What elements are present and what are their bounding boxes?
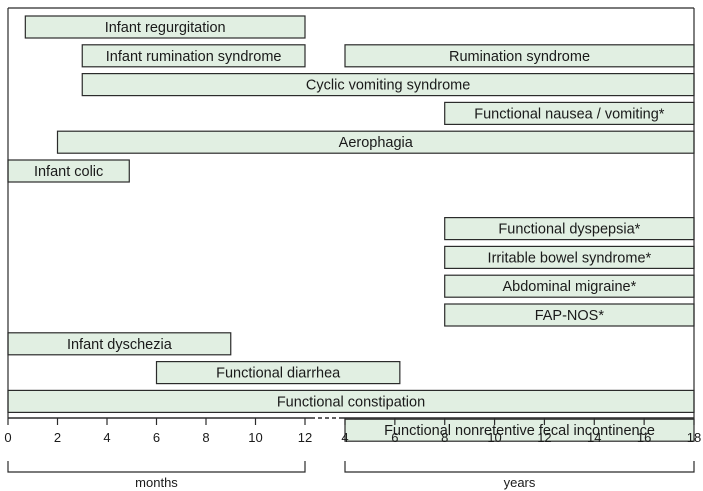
- bar-label: Infant colic: [34, 164, 103, 180]
- tick-label: 10: [487, 430, 501, 445]
- bar-label: Aerophagia: [339, 135, 414, 151]
- bar-rect: [344, 418, 695, 442]
- bar-infant-rumination-syndrome: Infant rumination syndrome: [81, 44, 306, 68]
- bar-rect: [155, 361, 401, 385]
- bar-infant-regurgitation: Infant regurgitation: [24, 15, 306, 39]
- bar-label: Cyclic vomiting syndrome: [306, 78, 470, 94]
- bar-functional-constipation: Functional constipation: [7, 389, 695, 413]
- bar-label: Functional constipation: [277, 394, 425, 410]
- bar-functional-nausea-vomiting: Functional nausea / vomiting*: [444, 101, 695, 126]
- years-label: years: [504, 475, 536, 490]
- bar-label: Abdominal migraine*: [502, 279, 636, 295]
- tick-label: 12: [537, 430, 551, 445]
- bar-label: Functional diarrhea: [216, 366, 341, 382]
- bar-cyclic-vomiting-syndrome: Cyclic vomiting syndrome: [81, 72, 695, 97]
- bar-infant-colic: Infant colic: [7, 159, 130, 183]
- tick-label: 6: [391, 430, 398, 445]
- bar-infant-dyschezia: Infant dyschezia: [7, 332, 232, 356]
- tick-label: 6: [153, 430, 160, 445]
- bar-label: Rumination syndrome: [449, 49, 590, 65]
- bar-label: Functional dyspepsia*: [498, 222, 640, 238]
- tick-label: 12: [298, 430, 312, 445]
- tick-label: 8: [441, 430, 448, 445]
- tick-label: 10: [248, 430, 262, 445]
- months-bracket: [7, 461, 306, 473]
- tick-label: 4: [103, 430, 110, 445]
- tick-label: 4: [341, 430, 348, 445]
- tick-label: 18: [687, 430, 701, 445]
- bar-rect: [24, 15, 306, 39]
- bar-label: Infant dyschezia: [67, 337, 173, 353]
- bar-label: Infant regurgitation: [105, 20, 226, 36]
- bar-label: Infant rumination syndrome: [106, 49, 282, 65]
- chart-frame: [7, 7, 695, 418]
- bars-layer: Infant regurgitation Infant rumination sy…: [7, 15, 695, 442]
- tick-label: 8: [202, 430, 209, 445]
- years-bracket: [344, 461, 695, 473]
- bar-label: Irritable bowel syndrome*: [488, 250, 652, 266]
- bar-fap-nos: FAP-NOS*: [444, 303, 695, 327]
- bar-label: Functional nonretentive fecal incontinen…: [384, 423, 655, 439]
- x-axis: 0 2 4 6 8 10 12 months 4 6 8 10 12 14 16 18 years: [4, 417, 701, 490]
- bar-functional-diarrhea: Functional diarrhea: [155, 361, 401, 385]
- bar-irritable-bowel-syndrome: Irritable bowel syndrome*: [444, 245, 695, 269]
- tick-label: 0: [4, 430, 11, 445]
- tick-label: 14: [587, 430, 601, 445]
- bar-functional-nonretentive-fecal-incontinence: Functional nonretentive fecal incontinen…: [344, 418, 695, 442]
- bar-rect: [81, 44, 306, 68]
- bar-label: FAP-NOS*: [535, 308, 605, 324]
- bar-functional-dyspepsia: Functional dyspepsia*: [444, 217, 695, 241]
- bar-abdominal-migraine: Abdominal migraine*: [444, 274, 695, 298]
- tick-label: 2: [54, 430, 61, 445]
- bar-rumination-syndrome: Rumination syndrome: [344, 44, 695, 68]
- bar-label: Functional nausea / vomiting*: [474, 106, 665, 122]
- bar-aerophagia: Aerophagia: [56, 130, 695, 154]
- tick-label: 16: [637, 430, 651, 445]
- months-label: months: [135, 475, 178, 490]
